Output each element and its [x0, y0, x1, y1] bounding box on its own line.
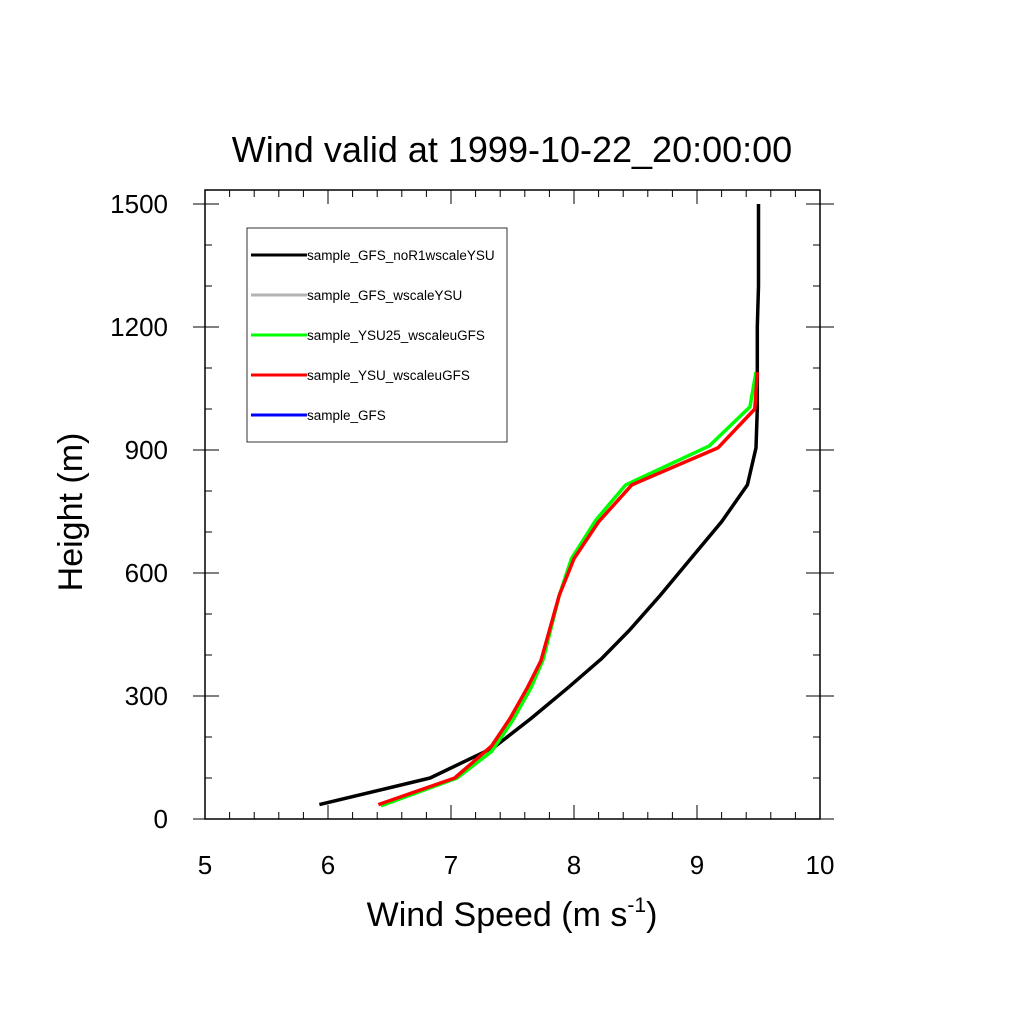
axis-ticks	[193, 190, 834, 820]
y-tick-label: 600	[125, 558, 168, 588]
series-line-sample_YSU_wscaleuGFS	[377, 371, 760, 807]
x-tick-label: 9	[690, 850, 704, 880]
tick-labels: 5 6 7 8 9 10 0 300 600 900 1200 1500	[110, 189, 834, 880]
x-axis-label: Wind Speed (m s-1)	[367, 894, 658, 934]
series-layer	[318, 204, 761, 808]
legend-label: sample_YSU_wscaleuGFS	[307, 368, 470, 383]
x-tick-label: 6	[321, 850, 335, 880]
x-tick-label: 10	[806, 850, 835, 880]
chart-title: Wind valid at 1999-10-22_20:00:00	[232, 129, 792, 170]
legend-label: sample_GFS_noR1wscaleYSU	[307, 248, 495, 263]
y-axis-label: Height (m)	[52, 433, 90, 592]
legend-label: sample_GFS_wscaleYSU	[307, 288, 462, 303]
series-line-sample_GFS_noR1wscaleYSU	[318, 204, 761, 807]
legend-label: sample_YSU25_wscaleuGFS	[307, 328, 485, 343]
x-tick-label: 7	[444, 850, 458, 880]
y-tick-label: 300	[125, 681, 168, 711]
x-tick-label: 5	[198, 850, 212, 880]
y-tick-label: 900	[125, 435, 168, 465]
y-tick-label: 1200	[110, 312, 168, 342]
y-tick-label: 1500	[110, 189, 168, 219]
x-tick-label: 8	[567, 850, 581, 880]
legend: sample_GFS_noR1wscaleYSU sample_GFS_wscal…	[246, 227, 508, 443]
y-tick-label: 0	[154, 804, 168, 834]
legend-label: sample_GFS	[307, 408, 386, 423]
plot-frame	[204, 189, 821, 820]
